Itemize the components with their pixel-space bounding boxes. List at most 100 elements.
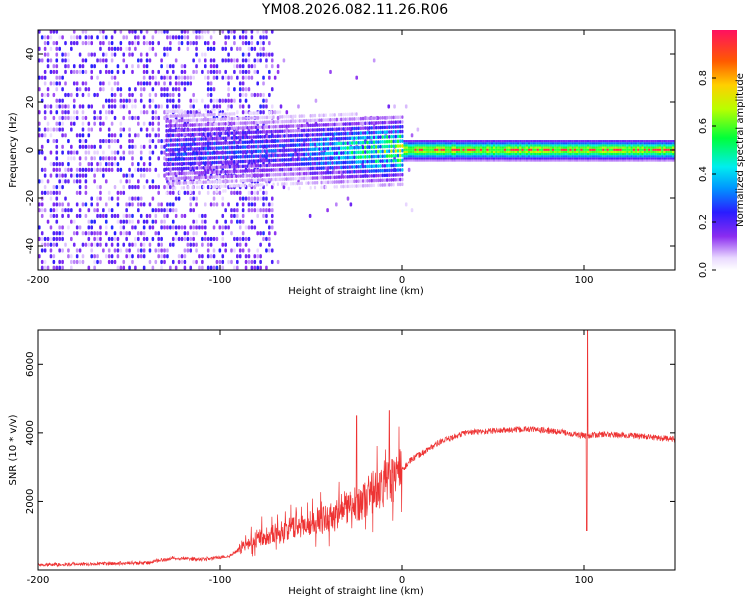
heat-cell [436,155,439,158]
heat-cell [191,161,194,166]
heat-cell [99,110,102,115]
heat-cell [302,171,306,176]
heat-cell [189,236,193,242]
heat-cell [160,64,163,69]
heat-cell [206,165,210,170]
heat-cell [58,167,61,172]
heat-cell [298,167,301,171]
heat-cell [396,144,400,148]
heat-cell [183,265,187,270]
heat-cell [38,110,41,115]
heat-cell [333,141,336,146]
heat-cell [436,144,439,147]
heat-cell [142,185,146,190]
heat-cell [211,132,214,136]
heat-cell [220,126,223,131]
heat-cell [254,130,258,135]
heat-cell [462,150,465,154]
heat-cell [84,87,88,92]
heat-cell [530,142,533,145]
heat-cell [606,155,609,158]
heat-cell [52,138,56,144]
heat-cell [281,143,284,148]
heat-cell [72,35,76,40]
heat-cell [250,135,253,139]
heat-cell [90,156,94,161]
heat-cell [70,46,73,51]
heat-cell [602,148,605,151]
heat-cell [176,138,179,142]
heat-cell [163,208,166,213]
heat-cell [455,157,459,160]
heat-cell [672,157,675,160]
heat-cell [139,110,143,115]
heat-cell [366,155,369,159]
heat-cell [344,155,347,160]
heat-cell [390,178,393,182]
heat-cell [259,115,262,120]
heat-cell [256,196,259,201]
heat-cell [571,155,574,158]
heat-cell [381,130,384,135]
heat-cell [67,58,70,63]
heat-cell [102,213,105,219]
heat-cell [189,171,192,175]
heat-cell [110,35,114,40]
heat-cell [407,157,411,160]
heat-cell [268,110,271,115]
heat-cell [55,150,59,155]
heat-cell [444,157,448,160]
heat-cell [329,122,332,127]
heat-cell [278,129,282,134]
heat-cell [329,127,332,132]
heat-cell [241,121,245,125]
heat-cell [543,146,546,149]
heat-cell [440,157,443,160]
heat-cell [549,157,552,160]
heat-cell [324,127,328,132]
heat-cell [96,167,99,172]
heat-cell [401,172,404,177]
heat-cell [600,148,603,151]
heat-cell [116,219,120,224]
heat-cell [49,110,53,115]
heat-cell [192,219,195,224]
heat-cell [259,130,262,134]
heat-cell [318,147,321,151]
heat-cell [556,152,559,156]
heat-cell [412,155,415,158]
heat-cell [475,150,478,154]
heat-cell [414,159,417,162]
heat-cell [72,121,76,126]
heat-cell [377,125,380,130]
heat-cell [139,150,143,155]
heat-cell [499,150,502,154]
heat-cell [455,152,459,156]
heat-cell [206,122,210,127]
heat-cell [180,171,183,176]
heat-cell [174,119,177,123]
heat-cell [235,145,238,150]
heat-cell [634,159,638,162]
heat-cell [116,150,120,155]
heat-cell [379,173,382,178]
heat-cell [195,41,198,46]
heat-cell [449,157,452,160]
heat-cell [160,265,163,270]
heat-cell [650,146,653,149]
heat-cell [186,231,190,236]
heat-cell [407,142,411,145]
heat-cell [276,110,279,115]
heat-cell [468,150,472,154]
heat-cell [663,146,666,149]
heat-cell [672,146,675,149]
heat-cell [436,146,439,149]
heat-cell [254,154,258,159]
heat-cell [259,242,262,247]
heat-cell [274,168,277,172]
heat-cell [177,87,181,92]
heat-cell [541,140,544,143]
heat-cell [252,111,255,115]
heat-cell [171,143,175,147]
heat-cell [78,225,82,230]
